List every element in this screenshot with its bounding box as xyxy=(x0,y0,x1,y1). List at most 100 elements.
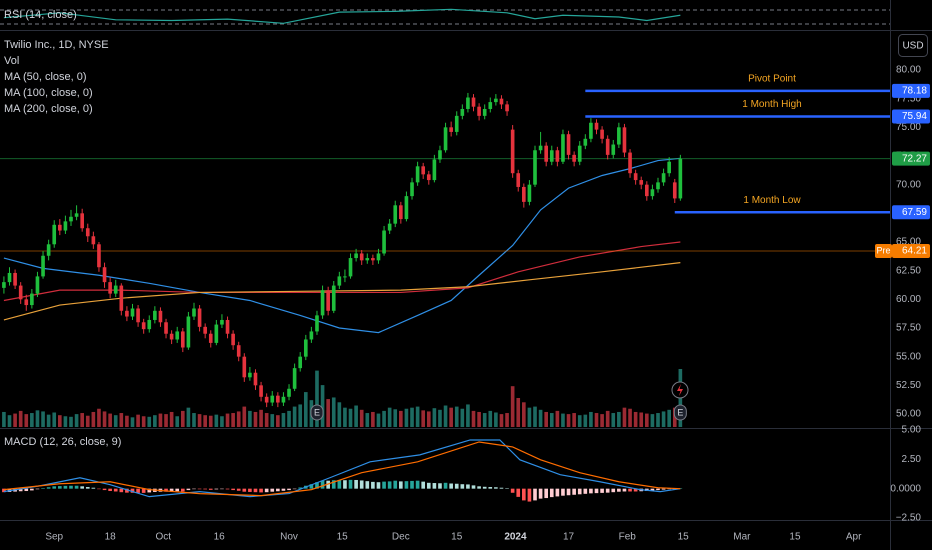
price-tag-label: 75.94 xyxy=(902,111,927,122)
earnings-label: E xyxy=(677,407,683,417)
macd-histogram-bar xyxy=(46,487,51,489)
volume-bar xyxy=(287,410,291,427)
macd-histogram-bar xyxy=(242,488,247,492)
volume-bar xyxy=(7,415,12,427)
volume-bar xyxy=(499,414,504,427)
x-tick-label: 17 xyxy=(563,532,575,543)
x-tick-label: 2024 xyxy=(504,532,527,543)
macd-histogram-bar xyxy=(454,483,459,489)
candle-body xyxy=(600,129,604,139)
volume-bar xyxy=(85,415,90,427)
candle-body xyxy=(309,331,314,340)
candle-body xyxy=(426,174,431,181)
volume-bar xyxy=(203,415,207,427)
volume-bar xyxy=(253,411,258,427)
candle-body xyxy=(203,326,207,334)
price-tag xyxy=(892,205,930,220)
volume-bar xyxy=(549,413,554,427)
volume-bar xyxy=(650,414,655,427)
x-tick-label: 15 xyxy=(451,532,463,543)
x-tick-label: 15 xyxy=(789,532,801,543)
candle-body xyxy=(343,276,347,278)
candle-body xyxy=(410,182,414,197)
candle-body xyxy=(577,145,582,162)
candle-body xyxy=(482,108,487,116)
macd-histogram-bar xyxy=(605,488,610,493)
candle-body xyxy=(248,372,252,378)
y-tick-label: 55.00 xyxy=(896,351,921,362)
macd-histogram-bar xyxy=(399,481,403,489)
macd-histogram-bar xyxy=(186,488,191,491)
candle-body xyxy=(633,173,638,181)
macd-histogram-bar xyxy=(192,488,196,490)
chart-title: Twilio Inc., 1D, NYSE xyxy=(4,39,109,51)
macd-histogram-bar xyxy=(348,479,353,489)
macd-histogram-bar xyxy=(376,482,381,489)
signal-line xyxy=(3,441,681,497)
macd-histogram-bar xyxy=(169,488,174,492)
y-tick-label: 50.00 xyxy=(896,409,921,420)
ma-label: MA (100, close, 0) xyxy=(4,87,93,99)
macd-histogram-bar xyxy=(544,488,549,499)
candle-body xyxy=(192,308,196,317)
candle-body xyxy=(477,106,481,116)
candle-body xyxy=(69,216,73,222)
candle-body xyxy=(35,276,40,294)
price-tag xyxy=(892,83,930,98)
macd-histogram-bar xyxy=(85,487,90,489)
macd-histogram-bar xyxy=(656,488,660,491)
macd-histogram-bar xyxy=(359,480,364,489)
candle-body xyxy=(672,182,677,199)
volume-bar xyxy=(276,415,280,427)
macd-histogram-bar xyxy=(91,487,96,489)
x-tick-label: 15 xyxy=(678,532,690,543)
macd-histogram-bar xyxy=(203,488,207,490)
volume-bar xyxy=(136,414,140,427)
volume-bar xyxy=(466,404,470,427)
moving-average-line xyxy=(3,241,681,302)
macd-histogram-bar xyxy=(538,488,543,499)
alert-icon[interactable] xyxy=(671,381,689,399)
macd-histogram-bar xyxy=(415,480,420,489)
currency-button-box[interactable] xyxy=(898,34,928,57)
macd-histogram-bar xyxy=(119,488,124,493)
candle-body xyxy=(404,196,409,220)
macd-tick-label: −2.50 xyxy=(896,513,922,524)
macd-histogram-bar xyxy=(231,488,235,491)
macd-histogram-bar xyxy=(572,488,576,495)
candle-body xyxy=(387,223,392,231)
volume-bar xyxy=(555,410,560,427)
candle-body xyxy=(2,282,6,288)
volume-bar xyxy=(264,413,269,427)
macd-histogram-bar xyxy=(248,488,252,492)
candle-body xyxy=(214,324,219,343)
candle-body xyxy=(270,395,275,403)
candle-body xyxy=(58,224,62,231)
level-label: Pivot Point xyxy=(748,74,796,85)
candle-body xyxy=(13,272,17,286)
macd-histogram-bar xyxy=(74,485,79,489)
volume-bar xyxy=(158,413,163,427)
volume-bar xyxy=(208,415,213,427)
volume-bar xyxy=(577,415,582,427)
volume-bar xyxy=(488,410,493,427)
volume-bar xyxy=(359,409,364,427)
macd-histogram-bar xyxy=(617,488,621,492)
macd-histogram-bar xyxy=(494,487,498,489)
macd-histogram-bar xyxy=(292,488,297,490)
candle-body xyxy=(471,97,476,107)
currency-label[interactable]: USD xyxy=(902,41,923,52)
alert-icon-bolt[interactable] xyxy=(677,384,683,396)
candle-body xyxy=(7,272,12,283)
volume-bar xyxy=(231,413,235,427)
candle-body xyxy=(46,244,51,256)
volume-bar xyxy=(18,410,23,427)
candle-body xyxy=(326,290,330,311)
currency-button[interactable]: USD xyxy=(898,34,928,57)
volume-bar xyxy=(494,412,498,427)
macd-histogram-bar xyxy=(136,488,140,493)
macd-histogram-bar xyxy=(320,480,325,489)
candle-body xyxy=(454,115,459,132)
volume-bar xyxy=(97,408,101,427)
candle-body xyxy=(443,127,448,151)
